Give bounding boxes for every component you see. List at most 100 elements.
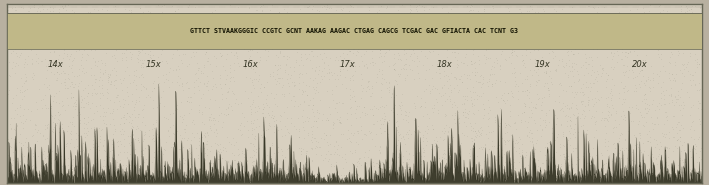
Point: [20, 45, 31, 48]
Point: [62, 130, 73, 132]
Point: [395, 178, 406, 181]
Point: [83, 37, 94, 40]
Point: [572, 79, 584, 82]
Point: [484, 79, 495, 82]
Point: [369, 62, 381, 65]
Point: [562, 44, 574, 47]
Point: [341, 137, 352, 140]
Point: [636, 114, 647, 117]
Point: [50, 91, 62, 94]
Point: [121, 164, 133, 167]
Point: [476, 146, 487, 149]
Point: [450, 111, 461, 114]
Point: [491, 17, 502, 20]
Point: [512, 84, 523, 87]
Point: [559, 169, 570, 171]
Point: [67, 31, 78, 34]
Point: [203, 119, 215, 122]
Point: [527, 106, 538, 109]
Point: [518, 63, 529, 66]
Point: [108, 83, 120, 86]
Point: [352, 105, 363, 108]
Point: [56, 61, 67, 64]
Point: [370, 162, 381, 165]
Point: [688, 147, 700, 150]
Point: [516, 149, 527, 152]
Point: [27, 77, 38, 80]
Point: [552, 165, 563, 168]
Point: [637, 158, 648, 161]
Point: [272, 68, 283, 71]
Point: [125, 122, 137, 125]
Point: [554, 109, 566, 112]
Point: [525, 132, 537, 135]
Point: [459, 33, 470, 36]
Point: [693, 62, 705, 65]
Point: [525, 57, 536, 60]
Point: [619, 87, 630, 90]
Point: [555, 83, 566, 86]
Point: [517, 58, 528, 61]
Point: [15, 5, 26, 8]
Point: [100, 155, 111, 158]
Point: [257, 9, 268, 12]
Point: [325, 142, 336, 145]
Point: [102, 73, 113, 76]
Point: [428, 24, 439, 27]
Point: [147, 33, 158, 36]
Point: [530, 179, 542, 182]
Point: [366, 92, 377, 95]
Point: [309, 70, 320, 73]
Point: [420, 68, 432, 71]
Point: [477, 102, 489, 105]
Point: [639, 84, 650, 87]
Point: [621, 64, 632, 67]
Point: [22, 36, 33, 39]
Point: [357, 20, 369, 23]
Point: [506, 89, 517, 92]
Point: [29, 6, 40, 9]
Point: [464, 148, 476, 151]
Point: [566, 91, 578, 94]
Point: [175, 35, 186, 38]
Point: [479, 8, 490, 11]
Point: [295, 150, 306, 153]
Point: [496, 22, 508, 25]
Point: [554, 25, 566, 28]
Point: [132, 53, 143, 56]
Point: [403, 120, 414, 123]
Point: [550, 36, 562, 39]
Point: [451, 160, 462, 163]
Point: [94, 115, 105, 118]
Point: [308, 88, 320, 90]
Point: [471, 133, 483, 136]
Point: [652, 117, 663, 120]
Point: [164, 30, 176, 33]
Point: [629, 76, 640, 79]
Point: [437, 85, 448, 88]
Point: [323, 72, 335, 75]
Point: [118, 116, 129, 119]
Point: [596, 111, 608, 114]
Point: [45, 12, 57, 15]
Point: [334, 54, 345, 57]
Point: [521, 78, 532, 80]
Point: [409, 147, 420, 150]
Point: [389, 67, 400, 70]
Point: [608, 126, 619, 129]
Point: [301, 94, 313, 97]
Point: [395, 18, 406, 21]
Point: [477, 92, 489, 95]
Point: [271, 80, 282, 83]
Point: [526, 112, 537, 115]
Point: [655, 39, 666, 42]
Point: [178, 114, 189, 117]
Point: [528, 48, 540, 51]
Point: [504, 109, 515, 112]
Point: [677, 19, 688, 22]
Point: [219, 159, 230, 162]
Point: [160, 148, 171, 151]
Point: [494, 64, 506, 67]
Point: [641, 111, 652, 114]
Point: [311, 119, 322, 122]
